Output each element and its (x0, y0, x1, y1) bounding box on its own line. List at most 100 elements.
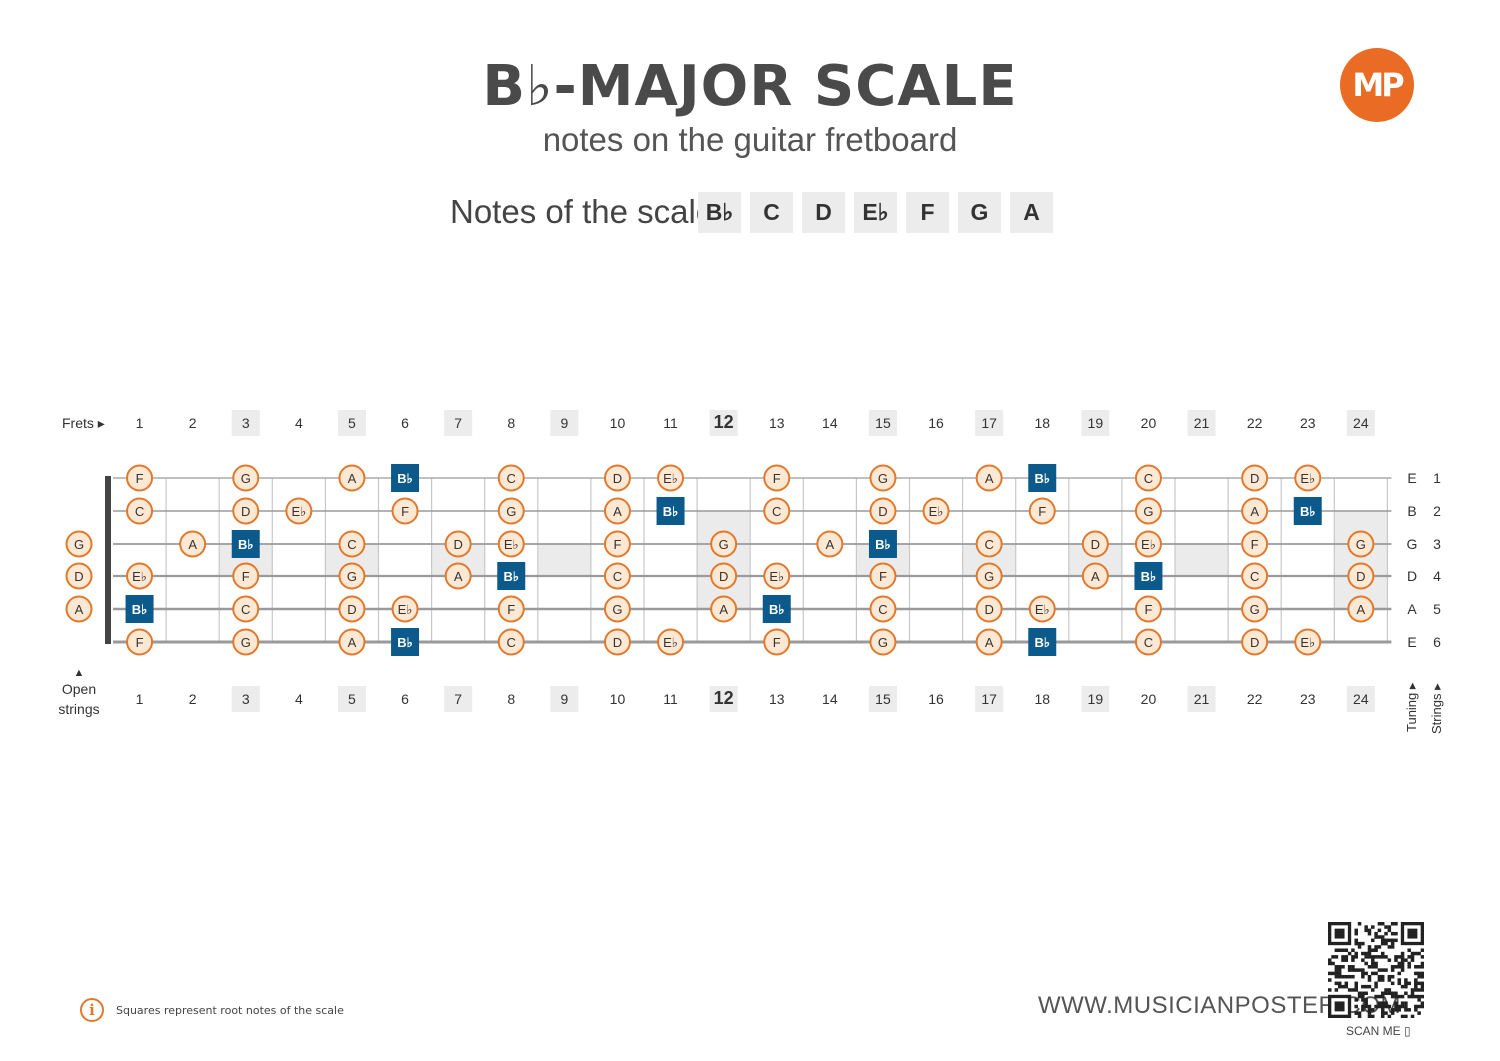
fret-number: 20 (1141, 691, 1157, 707)
note-label: D (347, 602, 356, 617)
qr-module (1374, 935, 1378, 939)
note-label: F (401, 504, 409, 519)
qr-module (1351, 988, 1355, 992)
note-circle (497, 497, 525, 525)
qr-module (1331, 961, 1335, 966)
note-label: C (878, 602, 887, 617)
qr-module (1361, 984, 1365, 989)
root-note-square (125, 595, 154, 623)
note-label: A (613, 504, 622, 519)
fret-number: 14 (822, 691, 838, 707)
qr-module (1400, 1004, 1405, 1009)
qr-module (1420, 988, 1424, 992)
note-circle (1347, 530, 1375, 558)
qr-module (1374, 961, 1378, 966)
note-circle (444, 562, 472, 590)
fret-number: 22 (1247, 691, 1263, 707)
qr-module (1390, 941, 1395, 946)
qr-module (1357, 922, 1362, 926)
note-label: A (1357, 602, 1366, 617)
fret-inlay-double (1334, 511, 1388, 609)
note-circle (1241, 562, 1269, 590)
qr-module (1400, 994, 1405, 999)
fret-number-marker (709, 686, 738, 712)
note-label: D (613, 635, 622, 650)
note-circle (975, 464, 1003, 492)
note-label: E♭ (291, 504, 306, 519)
note-label: D (1250, 635, 1259, 650)
root-note-square (231, 530, 260, 558)
qr-module (1341, 974, 1345, 979)
note-circle (657, 628, 685, 656)
qr-module (1364, 1001, 1368, 1005)
qr-module (1344, 958, 1349, 962)
qr-module (1414, 978, 1418, 982)
qr-module (1351, 965, 1355, 969)
qr-module (1367, 965, 1372, 969)
qr-module (1377, 928, 1382, 933)
fret-number-marker (337, 686, 366, 712)
note-label: G (1250, 602, 1260, 617)
qr-module (1354, 938, 1358, 943)
qr-module (1384, 1001, 1388, 1005)
note-label: E♭ (769, 569, 784, 584)
qr-module (1367, 1011, 1372, 1015)
qr-module (1374, 965, 1378, 969)
fret-number: 8 (507, 415, 515, 431)
qr-module (1357, 1014, 1362, 1018)
qr-module (1364, 928, 1368, 933)
qr-module (1397, 965, 1402, 969)
note-circle (1134, 628, 1162, 656)
note-label: C (507, 635, 516, 650)
qr-module (1380, 991, 1385, 996)
note-circle (603, 562, 631, 590)
qr-code[interactable] (1328, 922, 1424, 1018)
qr-module (1410, 958, 1415, 962)
note-circle (232, 464, 260, 492)
fret-inlay (1175, 544, 1229, 576)
qr-module (1371, 1014, 1375, 1018)
qr-module (1337, 965, 1342, 969)
qr-module (1334, 981, 1339, 986)
qr-module (1328, 961, 1332, 966)
qr-module (1397, 994, 1402, 999)
qr-module (1390, 981, 1395, 986)
note-label: E♭ (929, 504, 944, 519)
note-circle (975, 562, 1003, 590)
qr-module (1357, 945, 1362, 949)
qr-module (1394, 1004, 1398, 1009)
qr-module (1377, 955, 1382, 959)
note-label: G (612, 602, 622, 617)
qr-module (1414, 981, 1418, 986)
qr-module (1400, 1001, 1405, 1005)
root-note-label: B♭ (663, 504, 679, 519)
qr-module (1387, 991, 1392, 996)
note-circle (126, 464, 154, 492)
qr-module (1331, 955, 1335, 959)
note-circle (1241, 530, 1269, 558)
qr-module (1380, 978, 1385, 982)
fret-number: 15 (875, 415, 891, 431)
qr-module (1384, 931, 1388, 936)
tuning-note: E (1407, 634, 1416, 650)
note-circle (975, 595, 1003, 623)
qr-module (1407, 981, 1411, 986)
qr-module (1407, 961, 1411, 966)
qr-module (1390, 1008, 1395, 1012)
qr-module (1371, 1008, 1375, 1012)
note-circle (1241, 464, 1269, 492)
fret-number: 24 (1353, 415, 1369, 431)
note-label: D (241, 504, 250, 519)
string-number: 3 (1433, 536, 1441, 552)
qr-module (1400, 961, 1405, 966)
fret-number: 14 (822, 415, 838, 431)
qr-module (1410, 988, 1415, 992)
qr-module (1347, 968, 1352, 972)
note-label: D (878, 504, 887, 519)
fret-number: 24 (1353, 691, 1369, 707)
fret-number-marker (444, 686, 473, 712)
qr-module (1397, 1004, 1402, 1009)
qr-module (1367, 955, 1372, 959)
note-label: C (984, 537, 993, 552)
